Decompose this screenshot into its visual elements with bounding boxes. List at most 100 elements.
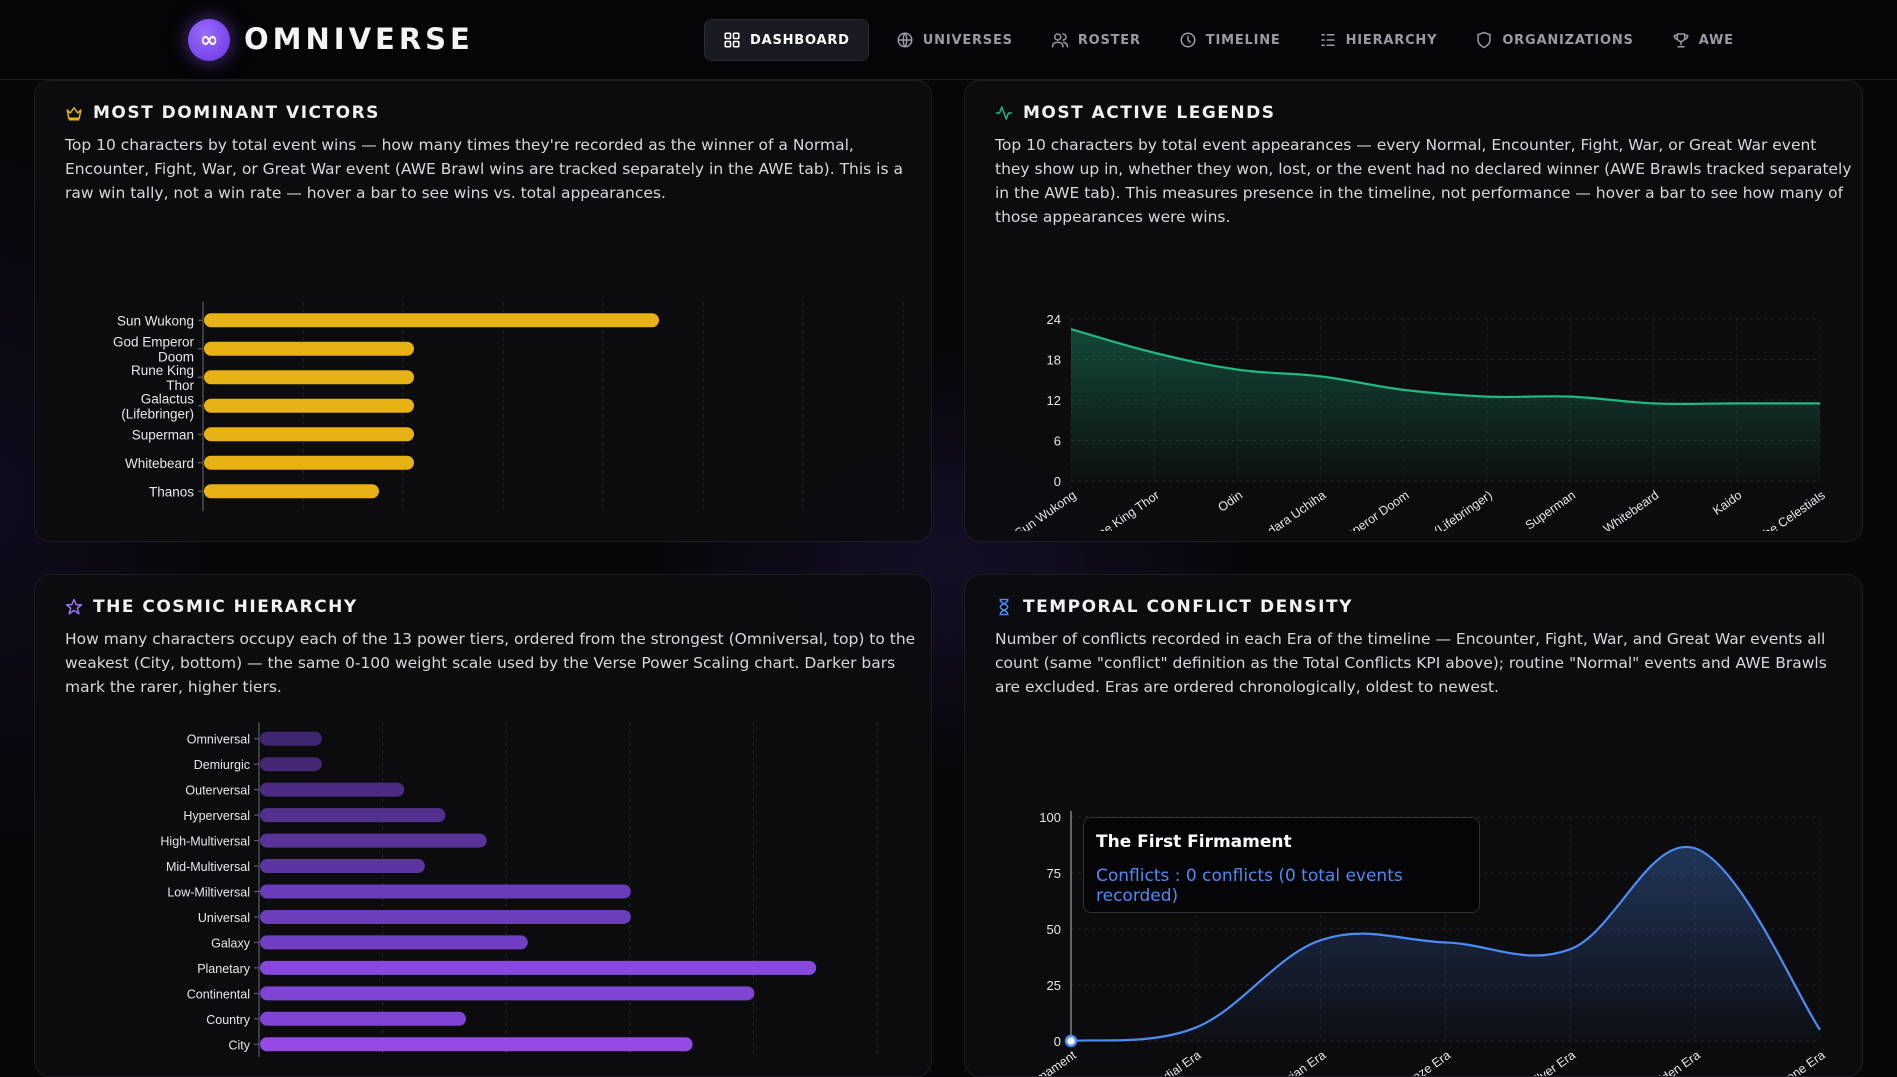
y-tick-label: 0 xyxy=(1054,474,1061,489)
x-tick-label: The First Firmament xyxy=(979,1048,1080,1077)
list-icon xyxy=(1320,34,1335,46)
tick-label: City xyxy=(228,1038,250,1052)
victors-card: MOST DOMINANT VICTORS Top 10 characters … xyxy=(34,80,932,542)
y-tick-label: 0 xyxy=(1054,1034,1061,1049)
crown-icon xyxy=(66,107,82,121)
bar xyxy=(260,935,528,950)
nav-roster[interactable]: ROSTER xyxy=(1032,19,1160,61)
x-tick-label: The Holocene Era xyxy=(1737,1048,1828,1077)
bar xyxy=(204,484,379,499)
x-tick-label: Whitebeard xyxy=(1601,488,1661,531)
activity-icon xyxy=(995,106,1013,120)
nav-label: AWE xyxy=(1698,32,1734,48)
nav-organizations[interactable]: ORGANIZATIONS xyxy=(1456,19,1652,61)
bar xyxy=(260,1011,466,1026)
nav-label: UNIVERSES xyxy=(922,32,1013,48)
x-tick-label: Sun Wukong xyxy=(1012,488,1079,531)
density-card-title: TEMPORAL CONFLICT DENSITY xyxy=(1023,597,1353,617)
bar xyxy=(260,808,446,823)
tick-label: Thanos xyxy=(149,484,194,499)
bar xyxy=(204,341,414,356)
nav-dashboard[interactable]: DASHBOARD xyxy=(704,19,869,61)
tick-label: Mid-Multiversal xyxy=(166,860,250,874)
y-tick-label: 75 xyxy=(1047,866,1061,881)
bar xyxy=(260,960,817,975)
y-tick-label: 24 xyxy=(1047,312,1061,327)
bar xyxy=(260,986,755,1001)
nav-label: HIERARCHY xyxy=(1345,32,1438,48)
tick-label: Country xyxy=(206,1013,251,1027)
y-tick-label: 12 xyxy=(1047,393,1061,408)
x-tick-label: The Precambrian Era xyxy=(1223,1048,1328,1077)
y-tick-label: 50 xyxy=(1047,922,1061,937)
main-nav: DASHBOARD UNIVERSES ROSTER TIMELINE HIERARCH… xyxy=(704,19,1753,61)
users-icon xyxy=(1051,33,1069,48)
series-line xyxy=(1070,328,1820,406)
tick-label: Low-Miltiversal xyxy=(167,886,250,900)
density-area-chart: 0 25 50 75 100 The First Firmament The Primord… xyxy=(979,810,1828,1077)
nav-label: DASHBOARD xyxy=(750,32,850,48)
tick-label: God Emperor xyxy=(113,334,195,349)
density-card-description: Number of conflicts recorded in each Era… xyxy=(995,630,1827,696)
nav-timeline[interactable]: TIMELINE xyxy=(1160,19,1300,61)
x-tick-label: The Celestials xyxy=(1755,488,1828,531)
nav-universes[interactable]: UNIVERSES xyxy=(877,19,1032,61)
tick-label: (Lifebringer) xyxy=(121,406,194,421)
tick-label: Sun Wukong xyxy=(117,313,194,328)
bar xyxy=(260,833,487,848)
victors-card-description: Top 10 characters by total event wins — … xyxy=(65,136,903,202)
bar xyxy=(204,370,414,385)
nav-label: ORGANIZATIONS xyxy=(1502,32,1634,48)
tick-label: Galaxy xyxy=(211,936,251,950)
tick-label: Thor xyxy=(166,378,194,393)
tick-label: High-Multiversal xyxy=(160,835,250,849)
tick-label: Doom xyxy=(158,349,194,364)
x-tick-label: The Primordial Era xyxy=(1110,1048,1203,1077)
nav-awe[interactable]: AWE xyxy=(1653,19,1753,61)
tick-label: Demiurgic xyxy=(194,758,250,772)
x-tick-label: Madara Uchiha xyxy=(1251,488,1329,531)
nav-label: TIMELINE xyxy=(1205,32,1281,48)
bar xyxy=(260,782,405,797)
bar xyxy=(204,398,414,413)
area-fill xyxy=(1071,329,1820,481)
app-title[interactable]: OMNIVERSE xyxy=(244,22,474,56)
tick-label: Universal xyxy=(198,911,250,925)
x-tick-label: Superman xyxy=(1523,488,1578,531)
hierarchy-card-title: THE COSMIC HIERARCHY xyxy=(93,597,358,617)
x-tick-label: The Silver Era xyxy=(1505,1048,1578,1077)
tick-label: Whitebeard xyxy=(125,456,194,471)
star-icon xyxy=(65,598,83,615)
tick-label: Outerversal xyxy=(185,784,250,798)
victors-card-title: MOST DOMINANT VICTORS xyxy=(93,103,380,123)
x-tick-label: The Bronze Era xyxy=(1373,1048,1453,1077)
tick-label: Rune King xyxy=(131,363,194,378)
legends-card: MOST ACTIVE LEGENDS Top 10 characters by… xyxy=(964,80,1863,542)
tick-label: Hyperversal xyxy=(183,809,250,823)
top-navigation-bar: ∞ OMNIVERSE DASHBOARD UNIVERSES ROSTER TIME… xyxy=(0,0,1897,80)
nav-hierarchy[interactable]: HIERARCHY xyxy=(1300,19,1457,61)
globe-icon xyxy=(897,32,913,48)
bar xyxy=(204,313,659,328)
legends-area-chart: 0 6 12 18 24 Sun Wukong Rune King Thor Odin Mada… xyxy=(1012,312,1828,531)
hierarchy-bar-chart: Omniversal Demiurgic Outerversal Hyperversa… xyxy=(160,722,878,1057)
hourglass-icon xyxy=(999,598,1009,616)
density-card-header: TEMPORAL CONFLICT DENSITY xyxy=(995,597,1353,617)
clock-icon xyxy=(1180,32,1196,48)
series-line xyxy=(1070,845,1821,1043)
bar xyxy=(260,731,322,746)
bar xyxy=(260,884,631,899)
tooltip-value: Conflicts : 0 conflicts (0 total events … xyxy=(1096,866,1403,906)
bar xyxy=(260,859,425,874)
trophy-icon xyxy=(1673,33,1689,48)
x-tick-label: Kaido xyxy=(1710,488,1744,518)
tick-label: Superman xyxy=(132,427,194,442)
tick-label: Continental xyxy=(187,987,250,1001)
shield-icon xyxy=(1477,31,1492,49)
x-tick-label: God Emperor Doom xyxy=(1312,488,1412,531)
y-tick-label: 100 xyxy=(1039,810,1061,825)
bar xyxy=(260,1037,693,1052)
x-tick-label: The Golden Era xyxy=(1623,1048,1703,1077)
infinity-logo-icon[interactable]: ∞ xyxy=(188,19,230,61)
